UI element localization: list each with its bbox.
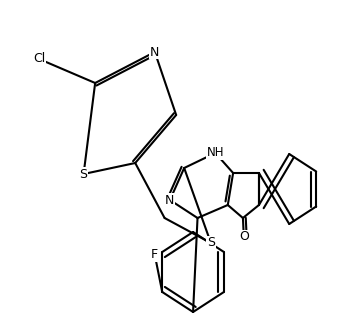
Text: S: S (207, 236, 215, 250)
Text: Cl: Cl (33, 52, 45, 65)
Text: F: F (151, 248, 158, 262)
Text: O: O (239, 230, 249, 244)
Text: NH: NH (207, 147, 224, 160)
Text: N: N (150, 46, 159, 58)
Text: S: S (80, 167, 88, 180)
Text: N: N (165, 193, 175, 206)
